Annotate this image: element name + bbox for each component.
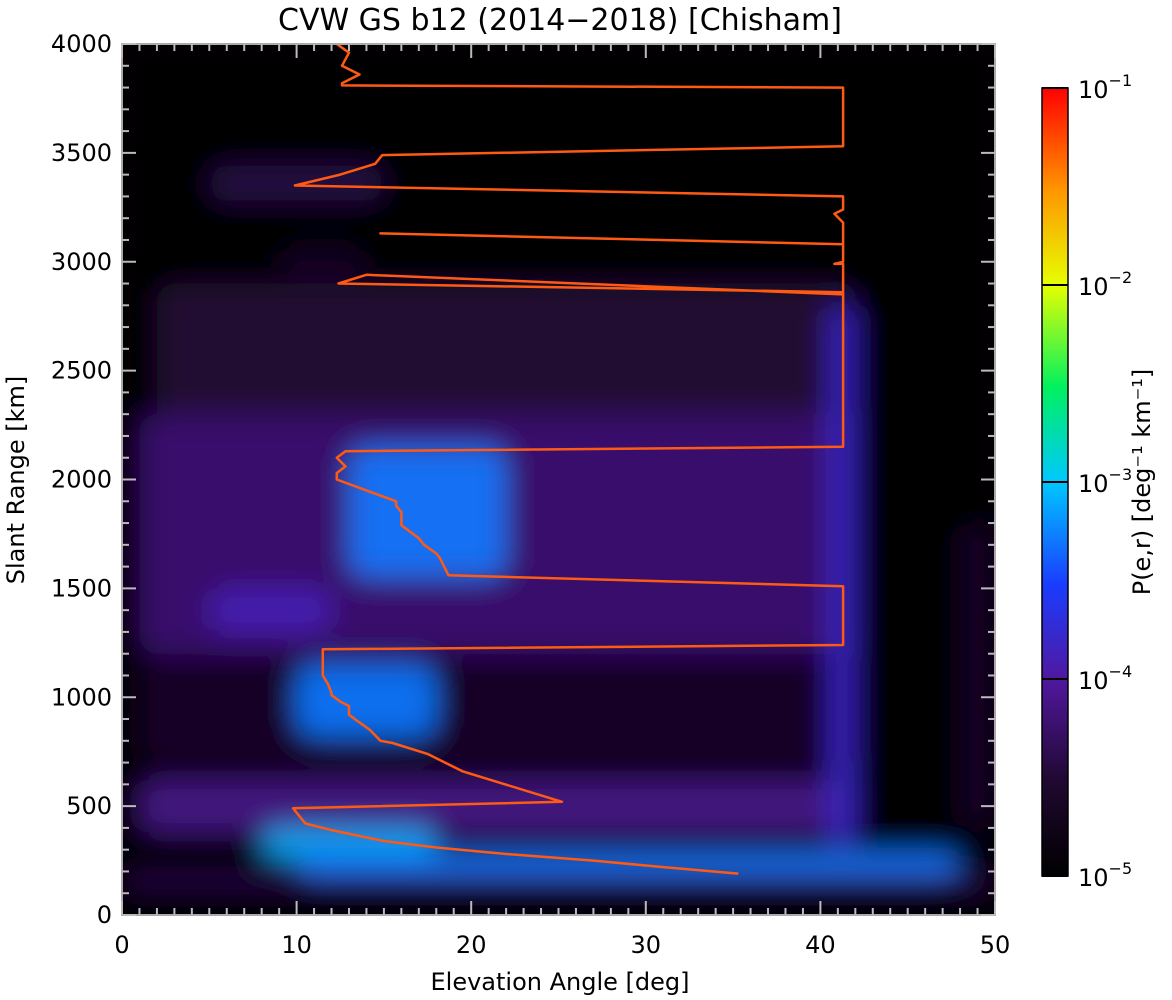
heatmap-cell (209, 588, 332, 632)
plot-area: 0 10 20 30 40 50 0 500 1000 1500 2000 2500 3000 3500… (51, 30, 1010, 959)
x-tick-label: 20 (456, 931, 487, 959)
chart-title: CVW GS b12 (2014−2018) [Chisham] (278, 3, 842, 38)
x-axis-ticks: 0 10 20 30 40 50 (114, 44, 1010, 959)
colorbar-ticks: 10−5 10−4 10−3 10−2 10−1 (1042, 71, 1132, 892)
y-tick-label: 500 (66, 792, 112, 820)
heatmap-cell (296, 664, 437, 737)
heatmap-cell (261, 827, 437, 859)
y-tick-label: 3500 (51, 139, 112, 167)
heatmap-cell (156, 283, 856, 415)
heatmap-cell (279, 248, 367, 275)
colorbar-tick-label: 10−1 (1078, 71, 1132, 104)
y-tick-label: 1000 (51, 683, 112, 711)
heatmap-cell (209, 165, 384, 201)
heatmap-cell (122, 875, 995, 887)
y-tick-label: 1500 (51, 574, 112, 602)
colorbar-tick-label: 10−4 (1078, 662, 1132, 695)
colorbar-tick-label: 10−5 (1078, 859, 1132, 892)
heatmap-layer (122, 44, 995, 915)
peak-elevation-line (291, 44, 845, 875)
x-axis-label: Elevation Angle [deg] (431, 968, 690, 996)
x-tick-label: 40 (805, 931, 836, 959)
colorbar-tick-label: 10−3 (1078, 465, 1132, 498)
y-axis-ticks: 0 500 1000 1500 2000 2500 3000 3500 4000 (51, 30, 995, 929)
colorbar-tick-label: 10−2 (1078, 268, 1132, 301)
x-tick-label: 10 (281, 931, 312, 959)
y-tick-label: 3000 (51, 248, 112, 276)
x-tick-label: 50 (980, 931, 1011, 959)
y-tick-label: 0 (97, 901, 112, 929)
x-tick-label: 0 (114, 931, 129, 959)
heatmap-cell (139, 779, 856, 833)
y-axis-label: Slant Range [km] (2, 376, 30, 585)
heatmap-cell (139, 653, 856, 763)
y-tick-label: 4000 (51, 30, 112, 58)
heatmap-cell (348, 446, 507, 578)
heatmap-cell (829, 305, 856, 850)
heatmap-cell (960, 523, 995, 828)
x-tick-label: 30 (631, 931, 662, 959)
y-tick-label: 2000 (51, 466, 112, 494)
y-tick-label: 2500 (51, 357, 112, 385)
colorbar-label: P(e,r) [deg⁻¹ km⁻¹] (1128, 369, 1156, 596)
colorbar: 10−5 10−4 10−3 10−2 10−1 P(e,r) [deg⁻¹ km⁻¹] (1041, 71, 1156, 892)
